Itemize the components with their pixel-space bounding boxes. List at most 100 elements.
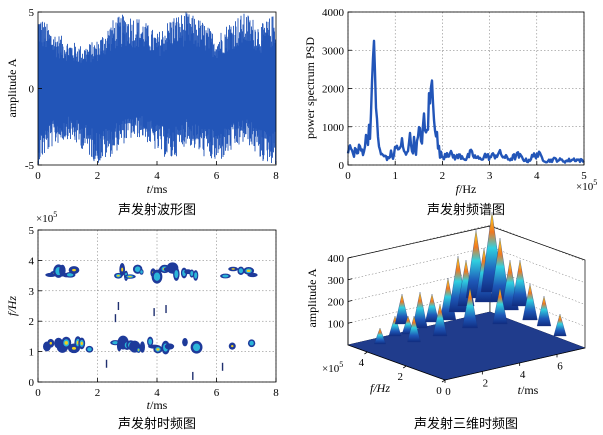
spectrogram-grid bbox=[37, 229, 277, 383]
tf3d-peak bbox=[492, 287, 508, 325]
spectrogram-x-tick-label: 2 bbox=[95, 387, 101, 399]
psd-y-tick-label: 0 bbox=[339, 160, 345, 172]
tf3d-z-tick-label: 400 bbox=[328, 253, 345, 265]
spectrogram-contour bbox=[153, 272, 161, 281]
tf3d-peak bbox=[522, 283, 538, 321]
tf3d-peak bbox=[553, 313, 567, 337]
psd-x-tick-label: 0 bbox=[345, 170, 351, 182]
waveform-x-tick-label: 6 bbox=[214, 170, 220, 182]
waveform-y-tick-label: 0 bbox=[29, 84, 35, 96]
spectrogram-contour bbox=[66, 273, 74, 277]
tf3d-peak bbox=[412, 291, 428, 329]
spectrogram-contour bbox=[192, 371, 194, 380]
psd-x-tick-label: 2 bbox=[440, 170, 446, 182]
tf3d-t-tick-label: 0 bbox=[445, 386, 451, 398]
tf3d-z-tick-label: 200 bbox=[328, 297, 345, 309]
tf3d-z-tick bbox=[347, 256, 353, 259]
spectrogram-y-tick-label: 2 bbox=[29, 316, 35, 328]
spectrogram-contour bbox=[116, 274, 120, 277]
tf3d-peak bbox=[536, 295, 552, 327]
waveform-xlabel: t/ms bbox=[147, 182, 168, 196]
tf3d-peak bbox=[462, 287, 478, 329]
tf3d-f-tick bbox=[441, 379, 446, 383]
tf3d-t-tick-label: 2 bbox=[483, 377, 489, 389]
spectrogram-x-tick-label: 0 bbox=[35, 387, 41, 399]
tf3d-z-tick bbox=[347, 278, 353, 281]
spectrogram-contour bbox=[64, 341, 69, 345]
spectrogram-contour bbox=[182, 337, 188, 347]
waveform-x-tick-label: 4 bbox=[154, 170, 160, 182]
spectrogram-contour bbox=[246, 269, 251, 272]
spectrogram-contour bbox=[49, 341, 53, 345]
spectrogram-y-exponent: ×105 bbox=[36, 210, 57, 225]
spectrogram-contour bbox=[164, 343, 175, 350]
spectrogram-y-tick-label: 1 bbox=[29, 347, 35, 359]
tf3d-panel: 100 200 300 400 0 2 4 6 0 2 4 amplitude A f/Hz ×10… bbox=[305, 211, 586, 432]
spectrogram-contour bbox=[193, 343, 201, 352]
spectrogram-contour bbox=[105, 359, 108, 368]
spectrogram-ylabel: f/Hz bbox=[5, 296, 19, 316]
spectrogram-contour bbox=[156, 348, 160, 351]
psd-y-tick-label: 2000 bbox=[322, 84, 345, 96]
spectrogram-contour bbox=[249, 340, 254, 346]
spectrogram-contours bbox=[42, 262, 258, 380]
spectrogram-contour bbox=[134, 266, 141, 273]
waveform-y-tick-label: 5 bbox=[29, 7, 35, 19]
waveform-ylabel: amplitude A bbox=[5, 58, 19, 117]
spectrogram-contour bbox=[190, 271, 194, 276]
spectrogram-y-tick-label: 4 bbox=[29, 255, 35, 267]
psd-y-tick-label: 4000 bbox=[322, 7, 345, 19]
spectrogram-contour bbox=[247, 272, 258, 278]
tf3d-t-axis bbox=[444, 347, 586, 381]
spectrogram-contour bbox=[139, 341, 145, 353]
spectrogram-contour bbox=[194, 272, 198, 279]
psd-x-tick-label: 4 bbox=[534, 170, 540, 182]
psd-y-tick-label: 1000 bbox=[322, 122, 345, 134]
spectrogram-contour bbox=[174, 270, 179, 279]
spectrogram-xlabel: t/ms bbox=[147, 398, 168, 412]
tf3d-peak bbox=[425, 293, 439, 323]
tf3d-flabel: f/Hz bbox=[370, 381, 390, 395]
tf3d-surface-peaks bbox=[373, 211, 567, 345]
spectrogram-contour bbox=[114, 314, 117, 323]
waveform-signal bbox=[38, 12, 276, 165]
waveform-x-tick-label: 0 bbox=[35, 170, 41, 182]
tf3d-peak bbox=[373, 327, 387, 345]
psd-x-tick-label: 3 bbox=[487, 170, 493, 182]
spectrogram-contour bbox=[80, 341, 83, 346]
tf3d-f-exponent: ×105 bbox=[322, 360, 343, 375]
spectrogram-contour bbox=[72, 268, 76, 272]
spectrogram-y-tick-label: 0 bbox=[29, 377, 35, 389]
spectrogram-contour bbox=[112, 341, 119, 345]
tf3d-grid-line bbox=[489, 224, 586, 262]
tf3d-z-tick bbox=[347, 321, 353, 324]
spectrogram-contour bbox=[231, 345, 234, 348]
tf3d-z-tick-label: 100 bbox=[328, 318, 345, 330]
spectrogram-contour bbox=[87, 347, 92, 352]
tf3d-tlabel: t/ms bbox=[518, 383, 539, 397]
psd-xlabel: f/Hz bbox=[456, 182, 477, 196]
waveform-y-tick-label: -5 bbox=[25, 160, 35, 172]
spectrogram-x-tick-label: 6 bbox=[214, 387, 220, 399]
psd-grid bbox=[347, 11, 585, 166]
psd-x-exponent: ×105 bbox=[576, 178, 597, 193]
psd-ylabel: power spectrum PSD bbox=[303, 37, 317, 139]
waveform-x-tick-label: 8 bbox=[273, 170, 279, 182]
waveform-caption: 声发射波形图 bbox=[118, 202, 196, 218]
psd-x-tick-label: 1 bbox=[392, 170, 398, 182]
spectrogram-y-tick-label: 3 bbox=[29, 286, 35, 298]
tf3d-t-tick-label: 6 bbox=[557, 360, 563, 372]
psd-panel: 0 1 2 3 4 5 0 1000 2000 3000 4000 power spectrum P… bbox=[303, 7, 597, 218]
tf3d-f-tick-label: 2 bbox=[397, 371, 403, 383]
psd-ticks: 0 1 2 3 4 5 0 1000 2000 3000 4000 bbox=[322, 7, 587, 182]
tf3d-f-tick-label: 0 bbox=[436, 385, 442, 397]
tf3d-t-tick-label: 4 bbox=[520, 369, 526, 381]
tf3d-peak bbox=[388, 315, 402, 337]
spectrogram-x-tick-label: 8 bbox=[273, 387, 279, 399]
tf3d-z-tick bbox=[347, 300, 353, 302]
tf3d-f-tick bbox=[364, 351, 368, 355]
spectrogram-contour bbox=[221, 362, 224, 371]
spectrogram-contour bbox=[165, 305, 167, 314]
spectrogram-ticks: 0 2 4 6 8 0 1 2 3 4 5 bbox=[29, 225, 280, 399]
